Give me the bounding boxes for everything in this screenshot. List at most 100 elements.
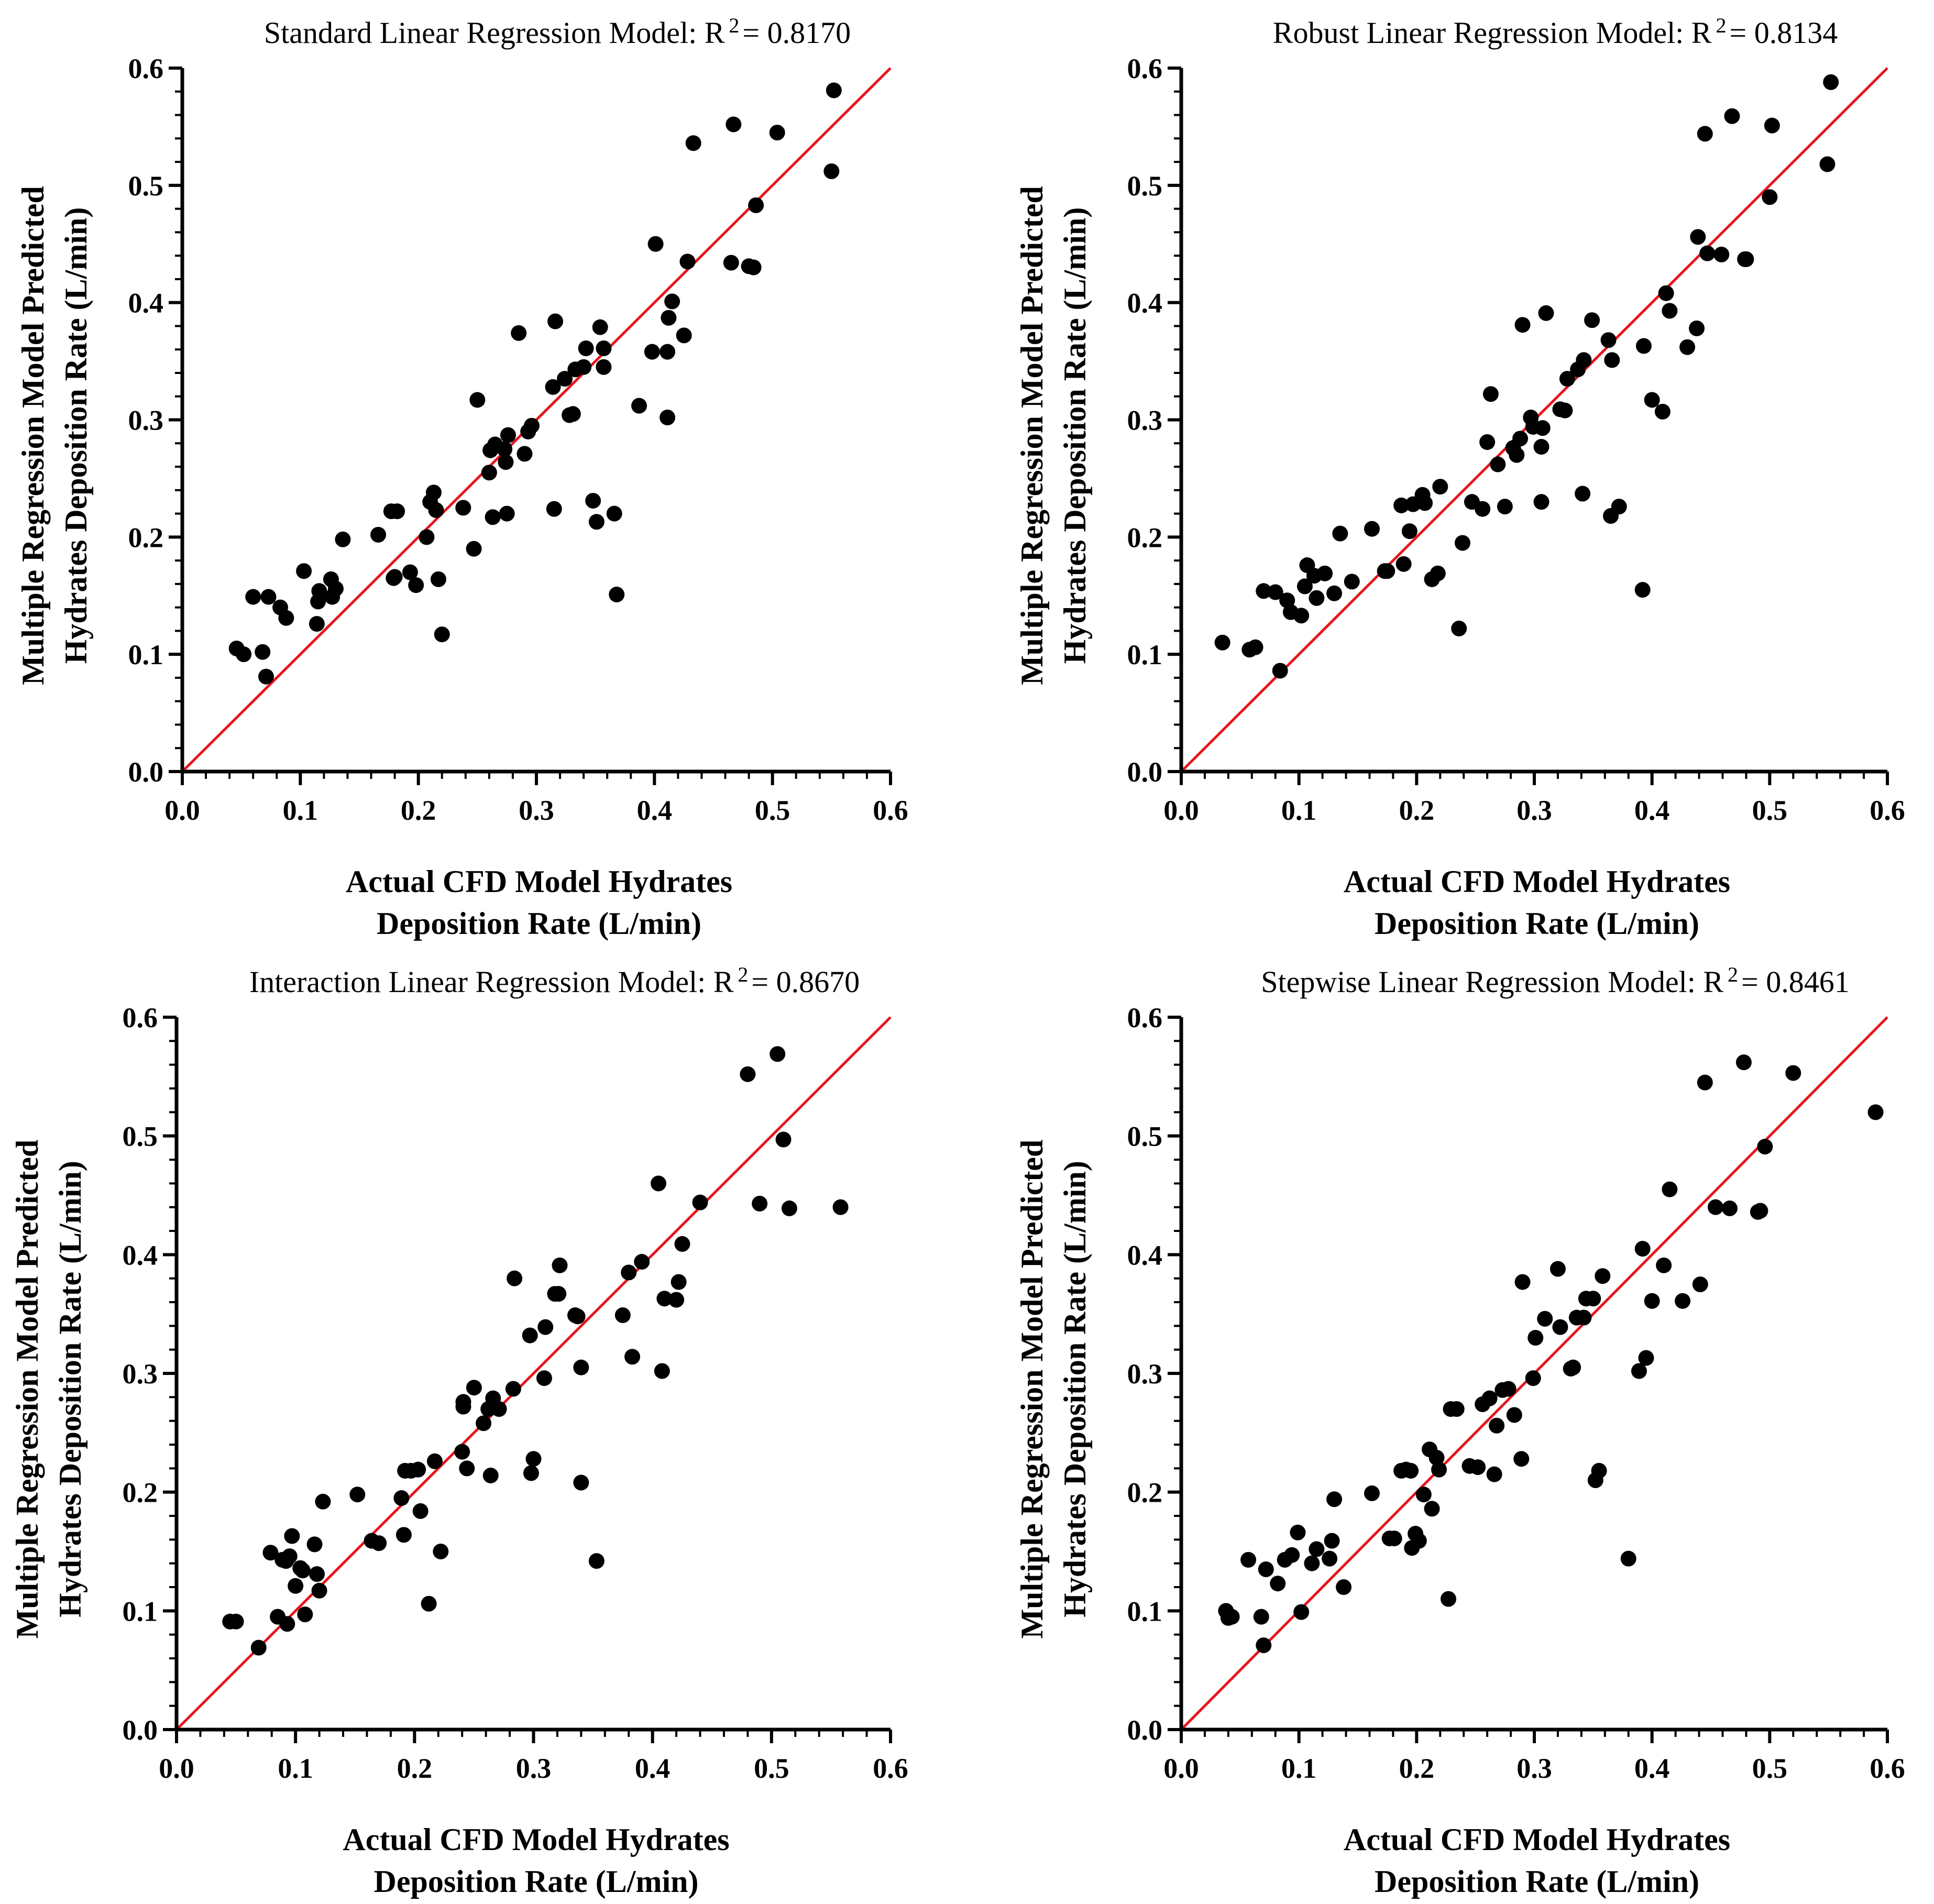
- data-point: [661, 310, 677, 326]
- data-point: [1497, 499, 1513, 515]
- data-point: [1565, 1359, 1581, 1375]
- data-point: [569, 1308, 586, 1325]
- data-point: [1431, 1461, 1447, 1478]
- data-point: [281, 1548, 298, 1565]
- y-tick-label: 0.3: [1127, 1358, 1163, 1390]
- data-point: [315, 1493, 331, 1510]
- data-point: [1575, 486, 1591, 502]
- x-axis-label: Deposition Rate (L/min): [1375, 906, 1699, 941]
- y-tick-label: 0.3: [1127, 405, 1163, 436]
- data-point: [1336, 1579, 1352, 1595]
- data-point: [497, 441, 513, 457]
- data-point: [1258, 1561, 1274, 1577]
- data-point: [723, 255, 739, 271]
- data-point: [434, 626, 450, 643]
- data-point: [1489, 1417, 1505, 1434]
- x-tick-label: 0.0: [1163, 795, 1199, 826]
- chart-title-value: = 0.8170: [742, 16, 851, 50]
- y-tick-label: 0.2: [1127, 522, 1163, 553]
- data-point: [1214, 634, 1230, 651]
- y-tick-label: 0.4: [1127, 1239, 1163, 1271]
- data-point: [1533, 438, 1550, 455]
- y-tick-label: 0.4: [128, 288, 164, 319]
- data-point: [748, 197, 764, 213]
- data-point: [426, 1453, 443, 1469]
- data-point: [552, 1257, 568, 1273]
- x-tick-label: 0.3: [519, 795, 554, 826]
- data-point: [419, 529, 435, 545]
- data-point: [537, 1319, 554, 1335]
- data-point: [507, 1270, 523, 1286]
- data-point: [536, 1370, 552, 1386]
- y-tick-label: 0.5: [123, 1121, 158, 1152]
- data-point: [1658, 285, 1674, 301]
- y-axis-label: Hydrates Deposition Rate (L/min): [59, 207, 93, 664]
- data-point: [573, 1359, 589, 1375]
- data-point: [1537, 1311, 1553, 1327]
- chart-title: Interaction Linear Regression Model: R 2 =…: [249, 963, 860, 999]
- data-point: [596, 359, 612, 375]
- data-point: [1454, 535, 1470, 551]
- data-point: [588, 1553, 605, 1569]
- x-tick-label: 0.5: [755, 795, 790, 826]
- data-point: [1364, 1485, 1380, 1501]
- x-tick-label: 0.4: [1634, 795, 1670, 826]
- data-point: [1514, 317, 1531, 333]
- data-point: [1324, 1533, 1340, 1549]
- x-axis-label: Actual CFD Model Hydrates: [346, 864, 732, 899]
- data-point: [573, 1474, 589, 1491]
- data-point: [1247, 639, 1263, 655]
- x-axis-label: Actual CFD Model Hydrates: [343, 1822, 729, 1857]
- data-point: [387, 569, 403, 585]
- x-tick-label: 0.6: [873, 1753, 908, 1784]
- data-point: [455, 1394, 471, 1410]
- data-point: [1411, 1533, 1427, 1549]
- chart-panel-standard: Standard Linear Regression Model: R 2 = 0.…: [16, 14, 908, 941]
- data-point: [1293, 1604, 1310, 1620]
- data-point: [1697, 126, 1713, 142]
- data-point: [826, 82, 842, 98]
- x-tick-label: 0.5: [1752, 1753, 1788, 1784]
- data-point: [1620, 1550, 1636, 1567]
- x-tick-label: 0.0: [159, 1753, 194, 1784]
- x-tick-label: 0.4: [635, 1753, 671, 1784]
- data-point: [1432, 479, 1448, 495]
- x-tick-label: 0.3: [1517, 1753, 1552, 1784]
- data-point: [297, 1606, 313, 1623]
- data-point: [545, 379, 561, 395]
- data-point: [614, 1307, 631, 1323]
- chart-title: Standard Linear Regression Model: R 2 = 0.…: [264, 14, 851, 50]
- data-point: [1656, 1257, 1672, 1273]
- data-point: [1332, 525, 1348, 542]
- data-point: [1538, 305, 1554, 321]
- x-axis-label: Actual CFD Model Hydrates: [1344, 864, 1730, 899]
- y-tick-label: 0.1: [123, 1595, 158, 1627]
- data-point: [823, 163, 840, 179]
- data-point: [1764, 117, 1780, 134]
- data-point: [1448, 1401, 1465, 1417]
- data-point: [1757, 1139, 1773, 1155]
- y-axis-label: Multiple Regression Model Predicted: [1015, 1140, 1049, 1639]
- data-point: [676, 327, 692, 344]
- x-tick-label: 0.1: [278, 1753, 313, 1784]
- data-point: [1713, 246, 1730, 262]
- data-point: [651, 1175, 667, 1192]
- x-tick-label: 0.5: [754, 1753, 789, 1784]
- data-point: [505, 1381, 521, 1397]
- chart-title-superscript: 2: [1728, 963, 1738, 986]
- data-point: [1679, 339, 1696, 355]
- data-point: [769, 125, 785, 141]
- y-tick-label: 0.6: [1127, 53, 1163, 84]
- data-point: [726, 116, 742, 133]
- y-tick-label: 0.0: [1127, 1714, 1163, 1746]
- data-point: [1403, 1462, 1419, 1479]
- data-point: [1552, 1319, 1568, 1335]
- data-point: [1309, 1541, 1325, 1557]
- data-point: [770, 1046, 786, 1062]
- data-point: [557, 371, 573, 387]
- chart-panel-robust: Robust Linear Regression Model: R 2 = 0.81…: [1015, 14, 1905, 941]
- x-tick-label: 0.1: [1281, 1753, 1317, 1784]
- data-point: [454, 1444, 470, 1460]
- data-point: [349, 1487, 366, 1503]
- data-point: [1707, 1199, 1723, 1215]
